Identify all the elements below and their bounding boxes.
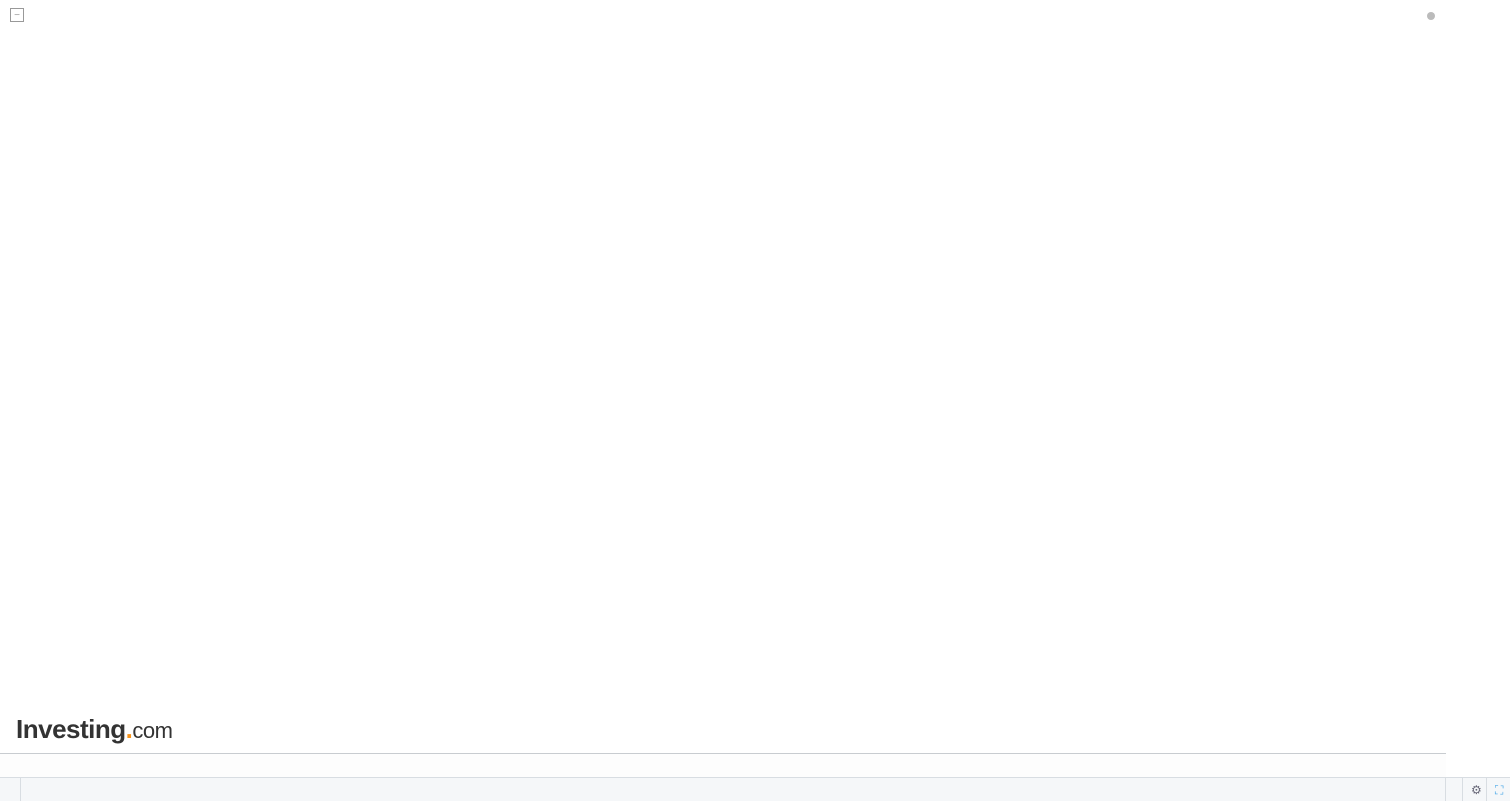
fullscreen-icon[interactable]: ⛶ xyxy=(1486,778,1510,801)
watermark-logo: Investing.com xyxy=(16,714,172,745)
status-dot-icon xyxy=(1427,12,1435,20)
x-axis-area xyxy=(0,753,1446,777)
chart-container: − Investing.com ⚙ ⛶ xyxy=(0,0,1510,801)
price-chart[interactable] xyxy=(0,0,300,150)
settings-icon[interactable]: ⚙ xyxy=(1462,778,1486,801)
clock-display xyxy=(1445,778,1462,801)
goto-button[interactable] xyxy=(0,778,21,801)
bottom-toolbar: ⚙ ⛶ xyxy=(0,777,1510,801)
market-status xyxy=(1427,12,1440,20)
